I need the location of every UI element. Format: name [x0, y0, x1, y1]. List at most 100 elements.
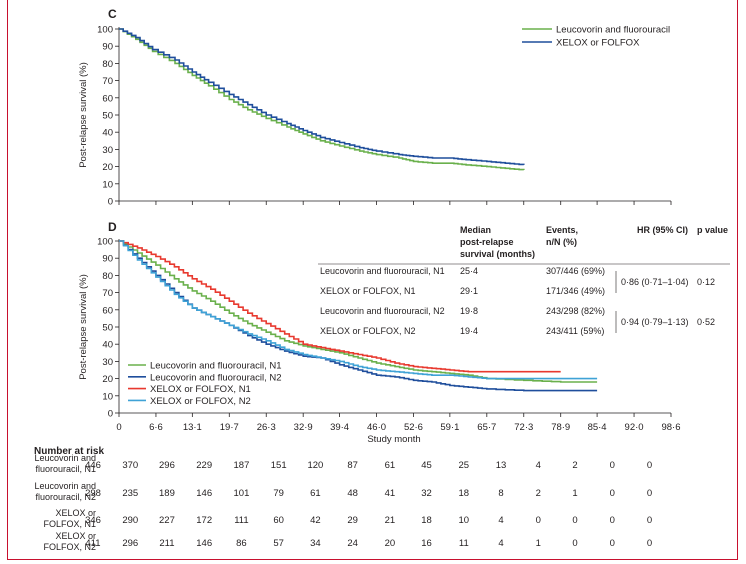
risk-value: 86 — [236, 538, 247, 549]
panel-c-y-tick-label: 20 — [102, 162, 113, 173]
summary-row-events: 171/346 (49%) — [546, 286, 605, 296]
panel-c-y-tick-label: 80 — [102, 59, 113, 70]
risk-value: 0 — [610, 515, 615, 526]
panel-d-x-tick-label: 85·4 — [588, 422, 607, 433]
summary-header-0: survival (months) — [460, 249, 535, 259]
risk-row-label: XELOX or — [55, 508, 96, 518]
risk-value: 0 — [647, 515, 652, 526]
panel-d-y-tick-label: 80 — [102, 271, 113, 282]
panel-d-x-tick-label: 19·7 — [220, 422, 239, 433]
summary-row-median: 19·8 — [460, 306, 478, 316]
summary-row-label: Leucovorin and fluorouracil, N1 — [320, 266, 445, 276]
risk-value: 13 — [496, 460, 507, 471]
panel-c-series-line — [119, 28, 525, 171]
panel-d-legend-label: Leucovorin and fluorouracil, N2 — [150, 372, 282, 383]
panel-c-y-tick-label: 100 — [97, 25, 113, 36]
risk-value: 151 — [271, 460, 287, 471]
risk-value: 1 — [536, 538, 541, 549]
risk-value: 296 — [159, 460, 175, 471]
panel-c-y-tick-label: 90 — [102, 42, 113, 53]
panel-d-y-tick-label: 100 — [97, 237, 113, 248]
risk-value: 1 — [572, 488, 577, 499]
risk-value: 189 — [159, 488, 175, 499]
risk-value: 48 — [347, 488, 358, 499]
panel-d-y-tick-label: 30 — [102, 357, 113, 368]
risk-value: 57 — [273, 538, 284, 549]
risk-value: 10 — [459, 515, 470, 526]
risk-value: 446 — [85, 460, 101, 471]
panel-d-x-tick-label: 65·7 — [477, 422, 496, 433]
panel-c-series-line — [119, 28, 525, 166]
risk-value: 79 — [273, 488, 284, 499]
risk-value: 0 — [610, 488, 615, 499]
risk-row-label: fluorouracil, N1 — [35, 464, 96, 474]
panel-d-x-tick-label: 92·0 — [625, 422, 644, 433]
risk-value: 45 — [421, 460, 432, 471]
risk-value: 21 — [385, 515, 396, 526]
risk-value: 211 — [159, 538, 174, 549]
panel-d-x-tick-label: 98·6 — [661, 422, 680, 433]
panel-d-y-tick-label: 70 — [102, 288, 113, 299]
risk-value: 346 — [85, 515, 101, 526]
panel-d-y-tick-label: 90 — [102, 254, 113, 265]
risk-value: 4 — [536, 460, 541, 471]
risk-value: 20 — [385, 538, 396, 549]
risk-value: 29 — [347, 515, 358, 526]
summary-row-events: 243/298 (82%) — [546, 306, 605, 316]
risk-value: 370 — [122, 460, 138, 471]
panel-c-y-tick-label: 0 — [108, 197, 113, 208]
panel-d-series-line — [119, 240, 598, 380]
summary-row-events: 243/411 (59%) — [546, 326, 604, 336]
risk-row-label: Leucovorin and — [34, 481, 96, 491]
panel-c-y-tick-label: 60 — [102, 93, 113, 104]
summary-hr: 0·86 (0·71–1·04) — [621, 277, 689, 287]
panel-d-y-tick-label: 0 — [108, 409, 113, 420]
summary-p-value: 0·52 — [697, 317, 715, 327]
summary-hr: 0·94 (0·79–1·13) — [621, 317, 689, 327]
summary-row-label: XELOX or FOLFOX, N1 — [320, 286, 416, 296]
summary-header-1: Events, — [546, 225, 578, 235]
panel-d-legend-label: Leucovorin and fluorouracil, N1 — [150, 361, 282, 372]
risk-value: 172 — [196, 515, 212, 526]
risk-value: 0 — [536, 515, 541, 526]
risk-value: 235 — [122, 488, 138, 499]
panel-d-x-tick-label: 46·0 — [367, 422, 386, 433]
risk-row-label: fluorouracil, N2 — [35, 492, 96, 502]
panel-d-series-line — [119, 240, 561, 373]
risk-value: 298 — [85, 488, 101, 499]
risk-value: 187 — [234, 460, 250, 471]
panel-c-legend-label: XELOX or FOLFOX — [556, 38, 640, 49]
risk-row-label: FOLFOX, N1 — [43, 519, 96, 529]
panel-d-y-tick-label: 40 — [102, 340, 113, 351]
summary-p-value: 0·12 — [697, 277, 715, 287]
summary-row-events: 307/446 (69%) — [546, 266, 605, 276]
risk-value: 25 — [459, 460, 470, 471]
risk-value: 0 — [647, 538, 652, 549]
summary-row-median: 25·4 — [460, 266, 478, 276]
panel-c-legend-label: Leucovorin and fluorouracil — [556, 25, 670, 36]
panel-d-series-line — [119, 240, 598, 383]
risk-value: 146 — [196, 538, 212, 549]
risk-value: 120 — [307, 460, 323, 471]
risk-row-label: XELOX or — [55, 531, 96, 541]
panel-d-x-tick-label: 78·9 — [551, 422, 570, 433]
risk-value: 0 — [647, 488, 652, 499]
panel-d-y-tick-label: 20 — [102, 374, 113, 385]
panel-d-label: D — [108, 220, 117, 234]
panel-d-y-tick-label: 60 — [102, 305, 113, 316]
figure-frame — [7, 0, 738, 560]
risk-value: 60 — [273, 515, 284, 526]
risk-value: 146 — [196, 488, 212, 499]
summary-row-label: Leucovorin and fluorouracil, N2 — [320, 306, 445, 316]
panel-d-x-tick-label: 39·4 — [330, 422, 349, 433]
summary-header-0: Median — [460, 225, 491, 235]
panel-d-x-tick-label: 0 — [116, 422, 121, 433]
risk-value: 111 — [234, 515, 248, 526]
risk-value: 18 — [459, 488, 470, 499]
panel-c-y-tick-label: 30 — [102, 145, 113, 156]
risk-value: 0 — [572, 538, 577, 549]
panel-d-x-tick-label: 52·6 — [404, 422, 423, 433]
panel-d-x-tick-label: 72·3 — [514, 422, 533, 433]
risk-value: 34 — [310, 538, 321, 549]
